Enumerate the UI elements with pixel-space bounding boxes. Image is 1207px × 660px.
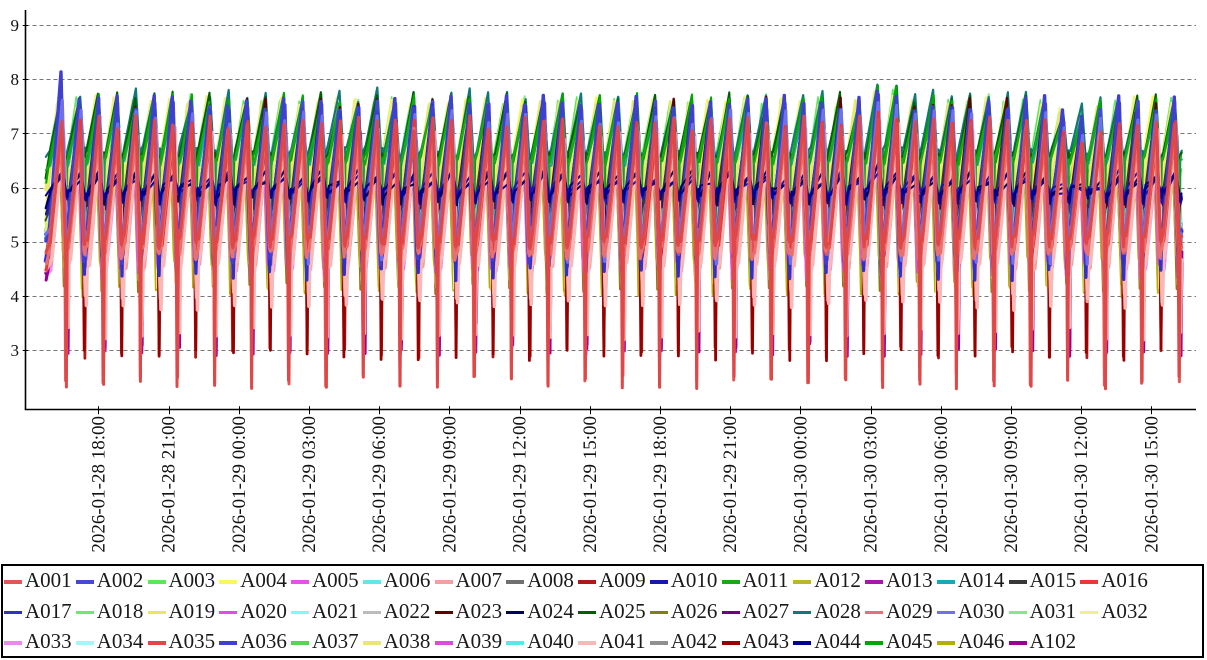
svg-text:2026-01-29 18:00: 2026-01-29 18:00 bbox=[650, 416, 671, 553]
svg-text:8: 8 bbox=[11, 70, 20, 89]
svg-text:6: 6 bbox=[11, 179, 20, 198]
svg-text:3: 3 bbox=[11, 341, 20, 360]
svg-text:2026-01-29 12:00: 2026-01-29 12:00 bbox=[510, 416, 531, 553]
svg-text:2026-01-28 21:00: 2026-01-28 21:00 bbox=[159, 416, 180, 553]
svg-text:2026-01-30 12:00: 2026-01-30 12:00 bbox=[1071, 416, 1092, 553]
svg-text:2026-01-30 03:00: 2026-01-30 03:00 bbox=[861, 416, 882, 553]
svg-text:2026-01-28 18:00: 2026-01-28 18:00 bbox=[88, 416, 109, 553]
svg-text:5: 5 bbox=[11, 233, 20, 252]
svg-text:2026-01-30 06:00: 2026-01-30 06:00 bbox=[931, 416, 952, 553]
svg-text:2026-01-30 00:00: 2026-01-30 00:00 bbox=[790, 416, 811, 553]
svg-text:2026-01-29 15:00: 2026-01-29 15:00 bbox=[580, 416, 601, 553]
svg-text:2026-01-29 21:00: 2026-01-29 21:00 bbox=[720, 416, 741, 553]
svg-text:2026-01-30 09:00: 2026-01-30 09:00 bbox=[1001, 416, 1022, 553]
svg-text:2026-01-30 15:00: 2026-01-30 15:00 bbox=[1141, 416, 1162, 553]
svg-text:2026-01-29 03:00: 2026-01-29 03:00 bbox=[299, 416, 320, 553]
svg-text:9: 9 bbox=[11, 16, 20, 35]
svg-text:7: 7 bbox=[11, 124, 20, 143]
svg-text:2026-01-29 00:00: 2026-01-29 00:00 bbox=[229, 416, 250, 553]
svg-text:4: 4 bbox=[11, 287, 20, 306]
svg-text:2026-01-29 09:00: 2026-01-29 09:00 bbox=[439, 416, 460, 553]
svg-text:2026-01-29 06:00: 2026-01-29 06:00 bbox=[369, 416, 390, 553]
